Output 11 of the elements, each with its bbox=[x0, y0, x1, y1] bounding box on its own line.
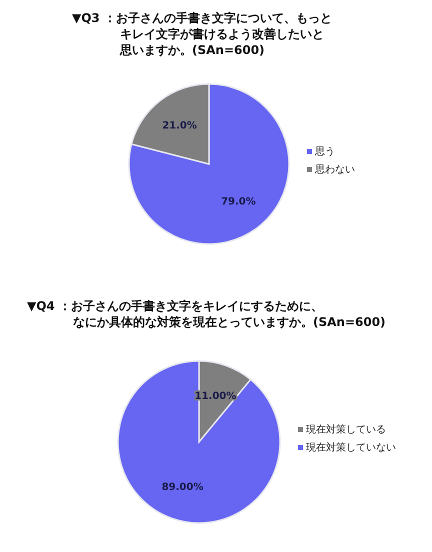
pie-slice bbox=[117, 360, 281, 524]
data-label: 21.0% bbox=[162, 120, 197, 132]
legend-label: 現在対策していない bbox=[306, 442, 396, 454]
legend-label: 現在対策している bbox=[306, 424, 386, 436]
chart-title: ▼Q3 ：お子さんの手書き文字について、もっとキレイ文字が書けるよう改善したいと思いますか。(SAn=600) bbox=[72, 11, 332, 57]
data-label: 79.0% bbox=[221, 196, 256, 208]
data-label: 89.00% bbox=[162, 482, 204, 494]
chart-title: ▼Q4 ：お子さんの手書き文字をキレイにするために、なにか具体的な対策を現在とっていますか。(SAn=600) bbox=[27, 299, 386, 329]
legend-label: 思わない bbox=[314, 164, 355, 176]
legend-label: 思う bbox=[314, 146, 335, 158]
pie-slice bbox=[128, 83, 290, 245]
